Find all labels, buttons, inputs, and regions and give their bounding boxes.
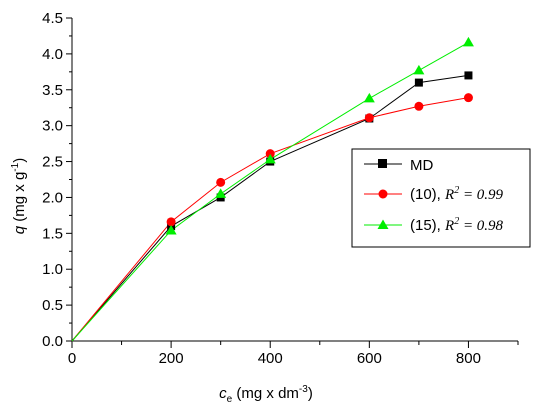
legend-r2-sup-15: 2 [454, 216, 459, 227]
y-axis-unit-prefix: (mg x g [11, 172, 28, 226]
x-axis-unit-sup: -3 [299, 384, 308, 395]
y-tick-label: 1.5 [42, 225, 63, 242]
x-tick-label: 400 [258, 350, 283, 367]
x-tick-label: 0 [68, 350, 76, 367]
data-point-10 [265, 149, 275, 159]
data-point-10 [216, 177, 226, 187]
x-axis-label: ce (mg x dm-3) [219, 384, 313, 405]
y-tick-label: 0.5 [42, 297, 63, 314]
y-tick-label: 4.0 [42, 46, 63, 63]
y-axis-label: q (mg x g-1) [10, 158, 28, 234]
legend-item-15: (15), R2 = 0.98 [364, 216, 504, 234]
y-tick-label: 3.5 [42, 82, 63, 99]
y-tick-label: 2.0 [42, 189, 63, 206]
y-tick-label: 3.0 [42, 118, 63, 135]
x-axis-unit-prefix: (mg x dm [232, 385, 299, 402]
y-axis-unit-suffix: ) [11, 158, 28, 163]
data-point-10 [463, 93, 473, 103]
legend-r2-15: R [444, 218, 454, 234]
legend-marker-10 [378, 189, 388, 199]
legend: MD (10), R2 = 0.99 (15), R2 = 0.98 [351, 148, 531, 248]
y-tick-label: 0.0 [42, 333, 63, 350]
data-point-10 [364, 113, 374, 123]
legend-name-10: (10), [410, 186, 445, 203]
x-axis-var: c [219, 385, 227, 402]
x-axis-unit-suffix: ) [308, 385, 313, 402]
data-point-15 [264, 153, 276, 164]
x-tick-label: 200 [159, 350, 184, 367]
legend-marker-15 [377, 219, 389, 229]
y-tick-label: 1.0 [42, 261, 63, 278]
legend-item-md: MD [364, 157, 433, 174]
series-markers [165, 36, 474, 235]
y-tick-label: 2.5 [42, 154, 63, 171]
x-tick-label: 600 [357, 350, 382, 367]
data-point-15 [462, 36, 474, 47]
data-point-10 [166, 217, 176, 227]
y-axis-unit-sup: -1 [10, 162, 21, 171]
x-tick-label: 800 [456, 350, 481, 367]
data-point-15 [215, 188, 227, 198]
legend-label-md: MD [410, 157, 433, 174]
data-point-15 [363, 92, 375, 103]
data-point-10 [414, 101, 424, 111]
ticks: 0 200 400 600 800 0.0 0.5 1.0 1.5 2.0 2.5 3.0 3.5 4.0… [42, 10, 519, 367]
data-point-md [414, 78, 423, 87]
y-tick-label: 4.5 [42, 10, 63, 27]
legend-item-10: (10), R2 = 0.99 [364, 185, 504, 203]
legend-r2-10: R [444, 187, 454, 203]
legend-marker-md [378, 159, 387, 168]
legend-r2-value-15: = 0.98 [459, 218, 503, 234]
legend-label-15: (15), R2 = 0.98 [410, 216, 504, 234]
legend-name-15: (15), [410, 217, 445, 234]
legend-r2-sup-10: 2 [454, 185, 459, 196]
data-point-15 [413, 64, 425, 75]
legend-label-10: (10), R2 = 0.99 [410, 185, 504, 203]
legend-r2-value-10: = 0.99 [459, 187, 503, 203]
data-point-md [464, 71, 473, 80]
data-point-15 [165, 224, 177, 235]
x-axis-var-sub: e [227, 394, 233, 405]
y-axis-var: q [11, 225, 28, 234]
